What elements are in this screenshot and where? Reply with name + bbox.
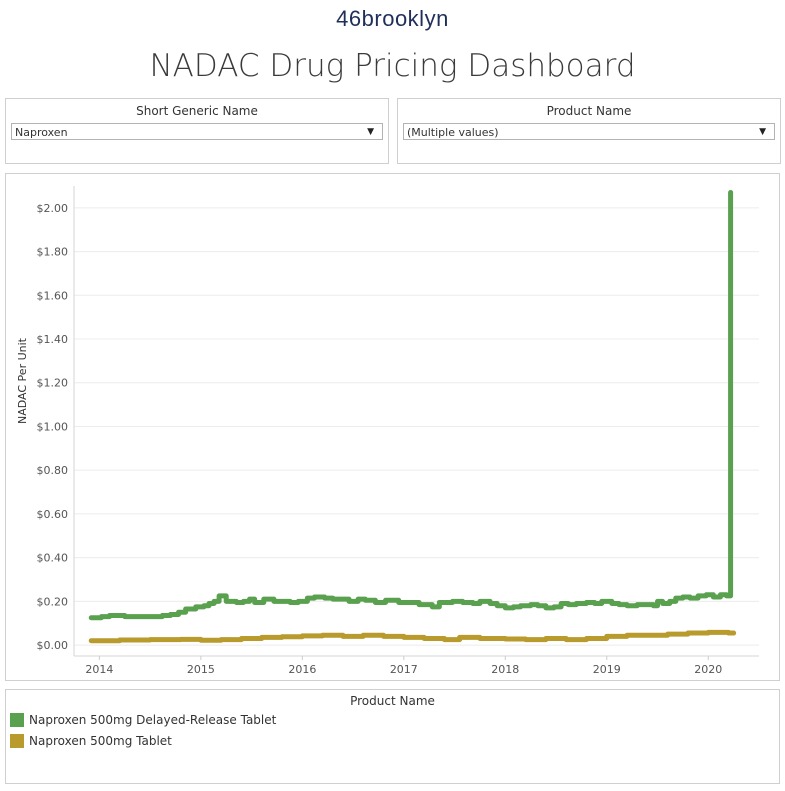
y-tick-label: $1.80 [37,246,69,259]
x-tick-label: 2019 [593,663,621,676]
series-line-tablet[interactable] [88,629,737,644]
brand-logo: 46brooklyn [336,6,449,31]
x-tick-label: 2016 [288,663,316,676]
legend-item-label: Naproxen 500mg Delayed-Release Tablet [29,713,277,727]
legend: Product Name Naproxen 500mg Delayed-Rele… [5,689,780,784]
product-name-select-value: (Multiple values) [407,126,499,139]
generic-name-filter: Short Generic Name Naproxen ▼ [5,98,389,164]
generic-name-select[interactable]: Naproxen ▼ [11,123,383,140]
chart-panel: $0.00 $0.20 $0.40 $0.60 $0.80 $1.00 $1.20 $1.40… [5,173,780,681]
gridlines [74,207,759,646]
y-tick-label: $0.60 [37,508,69,521]
y-axis-label: NADAC Per Unit [16,337,29,424]
x-tick-label: 2014 [85,663,113,676]
legend-swatch [10,734,24,748]
y-tick-label: $0.20 [37,595,69,608]
product-name-filter-label: Product Name [546,104,632,118]
legend-item-label: Naproxen 500mg Tablet [29,734,172,748]
legend-item-delayed-release[interactable]: Naproxen 500mg Delayed-Release Tablet [10,713,276,727]
y-tick-label: $1.40 [37,333,69,346]
dropdown-arrow-icon[interactable]: ▼ [367,127,374,137]
axes: $0.00 $0.20 $0.40 $0.60 $0.80 $1.00 $1.20 $1.40… [37,186,759,676]
series-layer[interactable] [88,190,737,644]
series-line-delayed-release[interactable] [88,190,734,621]
legend-title: Product Name [350,694,435,708]
y-tick-label: $1.60 [37,289,69,302]
y-tick-label: $0.40 [37,552,69,565]
line-chart[interactable]: $0.00 $0.20 $0.40 $0.60 $0.80 $1.00 $1.20 $1.40… [6,174,779,680]
product-name-filter: Product Name (Multiple values) ▼ [397,98,781,164]
x-tick-label: 2018 [491,663,519,676]
page-title: NADAC Drug Pricing Dashboard [149,48,636,84]
y-tick-label: $0.80 [37,464,69,477]
x-tick-label: 2017 [390,663,418,676]
generic-name-select-value: Naproxen [15,126,68,139]
x-tick-label: 2020 [694,663,722,676]
legend-item-tablet[interactable]: Naproxen 500mg Tablet [10,734,172,748]
legend-swatch [10,713,24,727]
product-name-select[interactable]: (Multiple values) ▼ [403,123,775,140]
y-tick-label: $2.00 [37,202,69,215]
y-tick-label: $1.00 [37,420,69,433]
dropdown-arrow-icon[interactable]: ▼ [759,127,766,137]
generic-name-filter-label: Short Generic Name [136,104,258,118]
y-tick-label: $0.00 [37,639,69,652]
y-tick-label: $1.20 [37,377,69,390]
x-tick-label: 2015 [187,663,215,676]
